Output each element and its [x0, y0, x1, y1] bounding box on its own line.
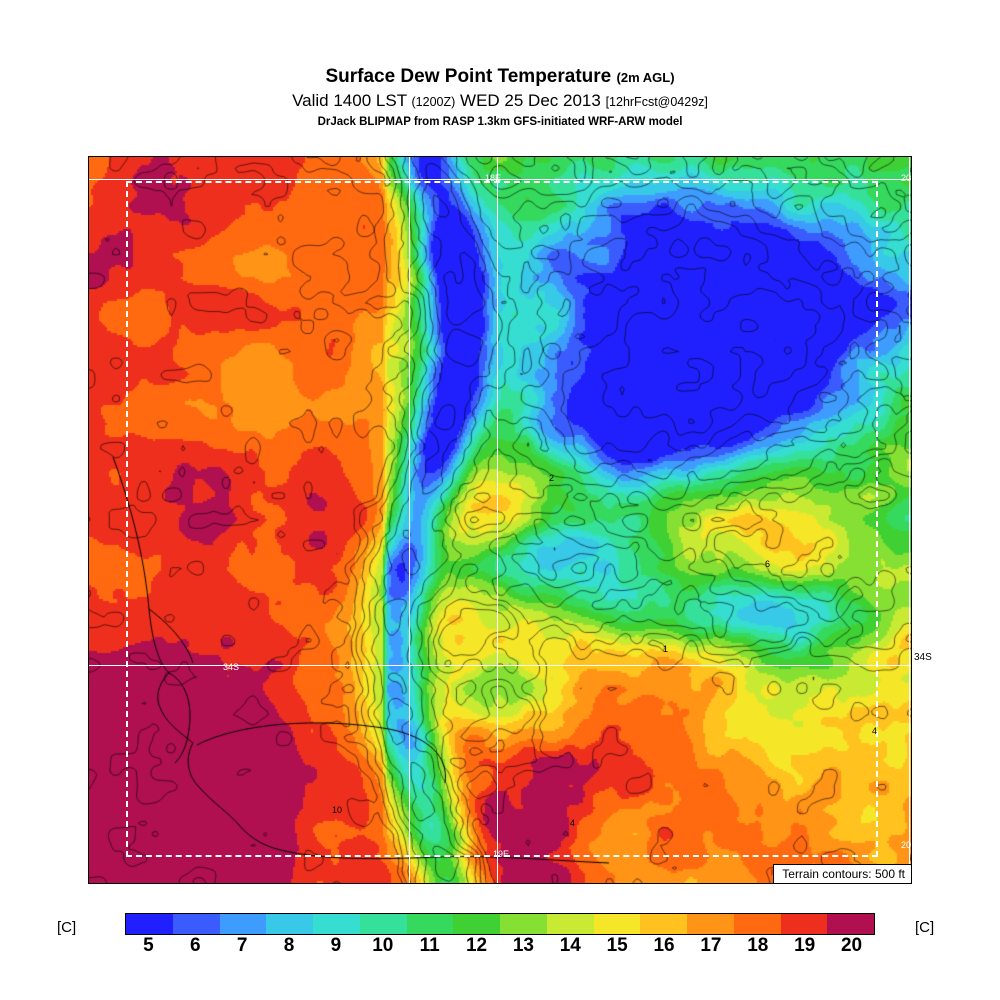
terrain-contour-note: Terrain contours: 500 ft [773, 864, 911, 883]
colorbar-swatch [500, 914, 547, 934]
valid-date: WED 25 Dec 2013 [460, 91, 601, 110]
colorbar-swatch [219, 914, 267, 934]
contour-label: 6 [765, 559, 771, 569]
title-main: Surface Dew Point Temperature (2m AGL) [0, 66, 1000, 89]
colorbar-swatch [266, 914, 313, 934]
colorbar-unit-left: [C] [57, 919, 77, 936]
colorbar-swatch [453, 914, 500, 934]
colorbar-swatch [313, 914, 360, 934]
domain-dashed-box [126, 181, 878, 857]
colorbar-tick-label: 9 [330, 935, 342, 956]
colorbar-unit-right: [C] [915, 919, 935, 936]
colorbar-tick-label: 16 [653, 935, 675, 956]
colorbar-legend: [C] [C] 5 6 7 8 9 10 11 12 13 14 15 16 17 18 19 20 [0, 905, 1000, 956]
title-main-sub: (2m AGL) [616, 70, 675, 85]
colorbar-swatch [406, 914, 454, 934]
colorbar-tick-label: 18 [747, 935, 769, 956]
graticule-label: 34S [223, 662, 240, 672]
colorbar-tick-label: 20 [840, 935, 863, 956]
colorbar-swatch [593, 914, 641, 934]
graticule-lat-top [89, 179, 911, 180]
valid-time-utc: (1200Z) [411, 95, 456, 109]
colorbar-swatch [827, 914, 874, 934]
edge-label-34S: 34S [914, 652, 932, 663]
graticule-lon-19E [497, 157, 498, 883]
title-model-line: DrJack BLIPMAP from RASP 1.3km GFS-initi… [317, 116, 683, 128]
valid-time: Valid 1400 LST [292, 91, 407, 110]
colorbar-tick-label: 7 [236, 935, 248, 956]
graticule-label: 18E [485, 173, 502, 183]
colorbar-swatch [687, 914, 734, 934]
colorbar-tick-label: 17 [700, 935, 722, 956]
contour-label: 2 [549, 473, 555, 483]
colorbar-gradient [125, 913, 875, 935]
colorbar-swatch [733, 914, 781, 934]
graticule-label: 20E [901, 173, 912, 183]
colorbar-tick-label: 10 [372, 935, 394, 956]
contour-label: 4 [872, 726, 878, 736]
colorbar-swatch [126, 914, 173, 934]
colorbar-swatch [172, 914, 220, 934]
colorbar-tick-label: 19 [794, 935, 816, 956]
dewpoint-field-canvas [89, 157, 911, 883]
colorbar-tick-label: 13 [512, 935, 535, 956]
colorbar-tick-label: 12 [465, 935, 488, 956]
graticule-label: 20E [901, 840, 912, 850]
colorbar-tick-label: 8 [283, 935, 295, 956]
colorbar-swatch [546, 914, 594, 934]
colorbar-tick-label: 14 [559, 935, 581, 956]
graticule-label: 19E [493, 849, 510, 859]
contour-label: 4 [570, 818, 576, 828]
title-valid-line: Valid 1400 LST (1200Z) WED 25 Dec 2013 [… [0, 91, 1000, 112]
colorbar-tick-label: 15 [606, 935, 628, 956]
title-main-text: Surface Dew Point Temperature [325, 66, 612, 87]
graticule-lon-18E [409, 157, 410, 883]
colorbar-tick-label: 11 [419, 935, 440, 956]
graticule-lat-34S [89, 665, 911, 666]
colorbar-swatch [640, 914, 687, 934]
graticule-lon-20E [909, 157, 910, 883]
colorbar-tick-label: 6 [190, 935, 201, 956]
contour-label: 10 [332, 805, 343, 815]
colorbar-swatch [359, 914, 407, 934]
colorbar-tick-label: 5 [143, 935, 154, 956]
colorbar-swatch [780, 914, 828, 934]
contour-label: 1 [663, 644, 669, 654]
chart-titles: Surface Dew Point Temperature (2m AGL) V… [0, 0, 1000, 129]
map-plot-area: 18E20E19E20E34S 28614104 Terrain contour… [88, 156, 912, 884]
forecast-hour: [12hrFcst@0429z] [605, 95, 708, 109]
